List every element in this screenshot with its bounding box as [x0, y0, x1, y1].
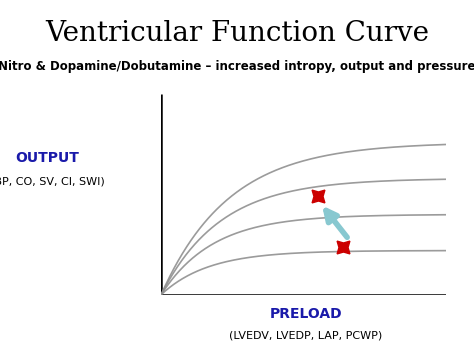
Text: Ventricular Function Curve: Ventricular Function Curve [45, 20, 429, 47]
Text: OUTPUT: OUTPUT [16, 151, 79, 165]
Text: (BP, CO, SV, CI, SWI): (BP, CO, SV, CI, SWI) [0, 176, 105, 186]
Text: (LVEDV, LVEDP, LAP, PCWP): (LVEDV, LVEDP, LAP, PCWP) [229, 331, 383, 340]
Text: Nitro & Dopamine/Dobutamine – increased intropy, output and pressure: Nitro & Dopamine/Dobutamine – increased … [0, 60, 474, 73]
Text: PRELOAD: PRELOAD [269, 307, 342, 321]
